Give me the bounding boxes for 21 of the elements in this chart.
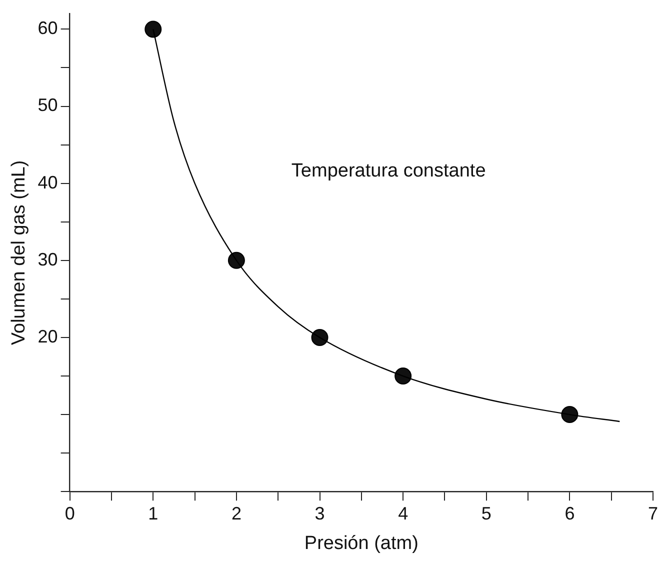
point [561,406,578,424]
x-tick-label: 7 [648,503,658,524]
x-tick-label: 6 [564,503,575,524]
x-tick-label: 0 [64,503,75,524]
point [311,328,328,346]
annotation: Temperatura constante [291,160,486,182]
point [228,252,245,269]
x-tick-label: 4 [398,503,408,524]
y-tick-label: 60 [38,18,58,38]
x-tick-label: 2 [231,503,242,524]
x-tick-label: 5 [481,503,492,524]
y-tick-label: 40 [38,172,58,192]
x-tick-label: 3 [314,503,325,524]
y-tick-label: 20 [38,326,58,346]
x-tick-label: 1 [148,503,158,524]
y-tick-label: 30 [38,249,58,270]
point [394,368,412,385]
x-axis-title: Presión (atm) [304,532,418,554]
y-axis-title: Volumen del gas (mL) [8,160,30,346]
point [144,20,162,38]
y-tick-label: 50 [38,95,58,116]
